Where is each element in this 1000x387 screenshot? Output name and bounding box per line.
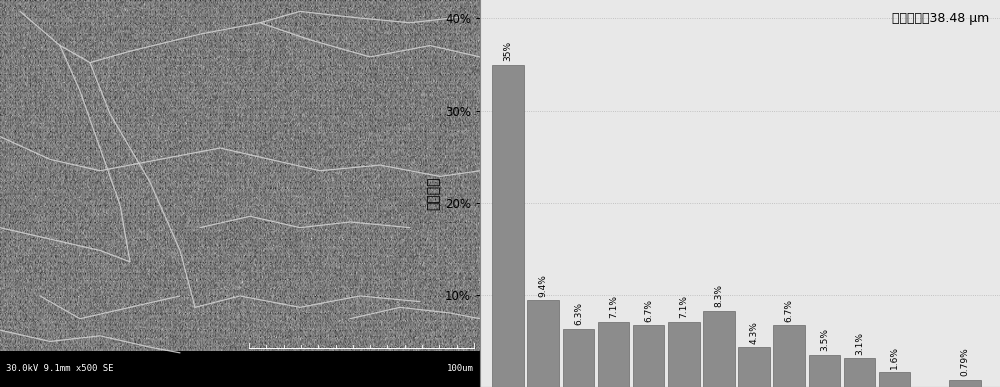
Bar xyxy=(844,358,875,387)
Bar xyxy=(633,325,664,387)
Text: 7.1%: 7.1% xyxy=(679,295,688,318)
Text: 7.1%: 7.1% xyxy=(609,295,618,318)
Text: 0.79%: 0.79% xyxy=(960,347,969,376)
Bar xyxy=(527,300,559,387)
Bar xyxy=(879,372,910,387)
Text: 1.6%: 1.6% xyxy=(890,346,899,368)
Text: 6.7%: 6.7% xyxy=(785,299,794,322)
Bar xyxy=(703,310,735,387)
Text: 6.3%: 6.3% xyxy=(574,302,583,325)
Text: 8.3%: 8.3% xyxy=(714,284,723,307)
Text: 30.0kV 9.1mm x500 SE: 30.0kV 9.1mm x500 SE xyxy=(6,364,114,373)
Text: 9.4%: 9.4% xyxy=(539,274,548,297)
Bar xyxy=(668,322,700,387)
Bar xyxy=(492,65,524,387)
Bar xyxy=(949,380,981,387)
Text: 6.7%: 6.7% xyxy=(644,299,653,322)
Text: 35%: 35% xyxy=(504,41,513,61)
Text: 3.5%: 3.5% xyxy=(820,328,829,351)
Y-axis label: 相对频率: 相对频率 xyxy=(427,177,441,210)
Bar xyxy=(773,325,805,387)
Text: 平均长度：38.48 μm: 平均长度：38.48 μm xyxy=(892,12,990,25)
Bar xyxy=(738,348,770,387)
Text: 4.3%: 4.3% xyxy=(750,321,759,344)
Bar xyxy=(563,329,594,387)
Text: 3.1%: 3.1% xyxy=(855,332,864,355)
Bar xyxy=(809,355,840,387)
Bar xyxy=(598,322,629,387)
Bar xyxy=(0,351,480,387)
Text: 100um: 100um xyxy=(447,364,474,373)
